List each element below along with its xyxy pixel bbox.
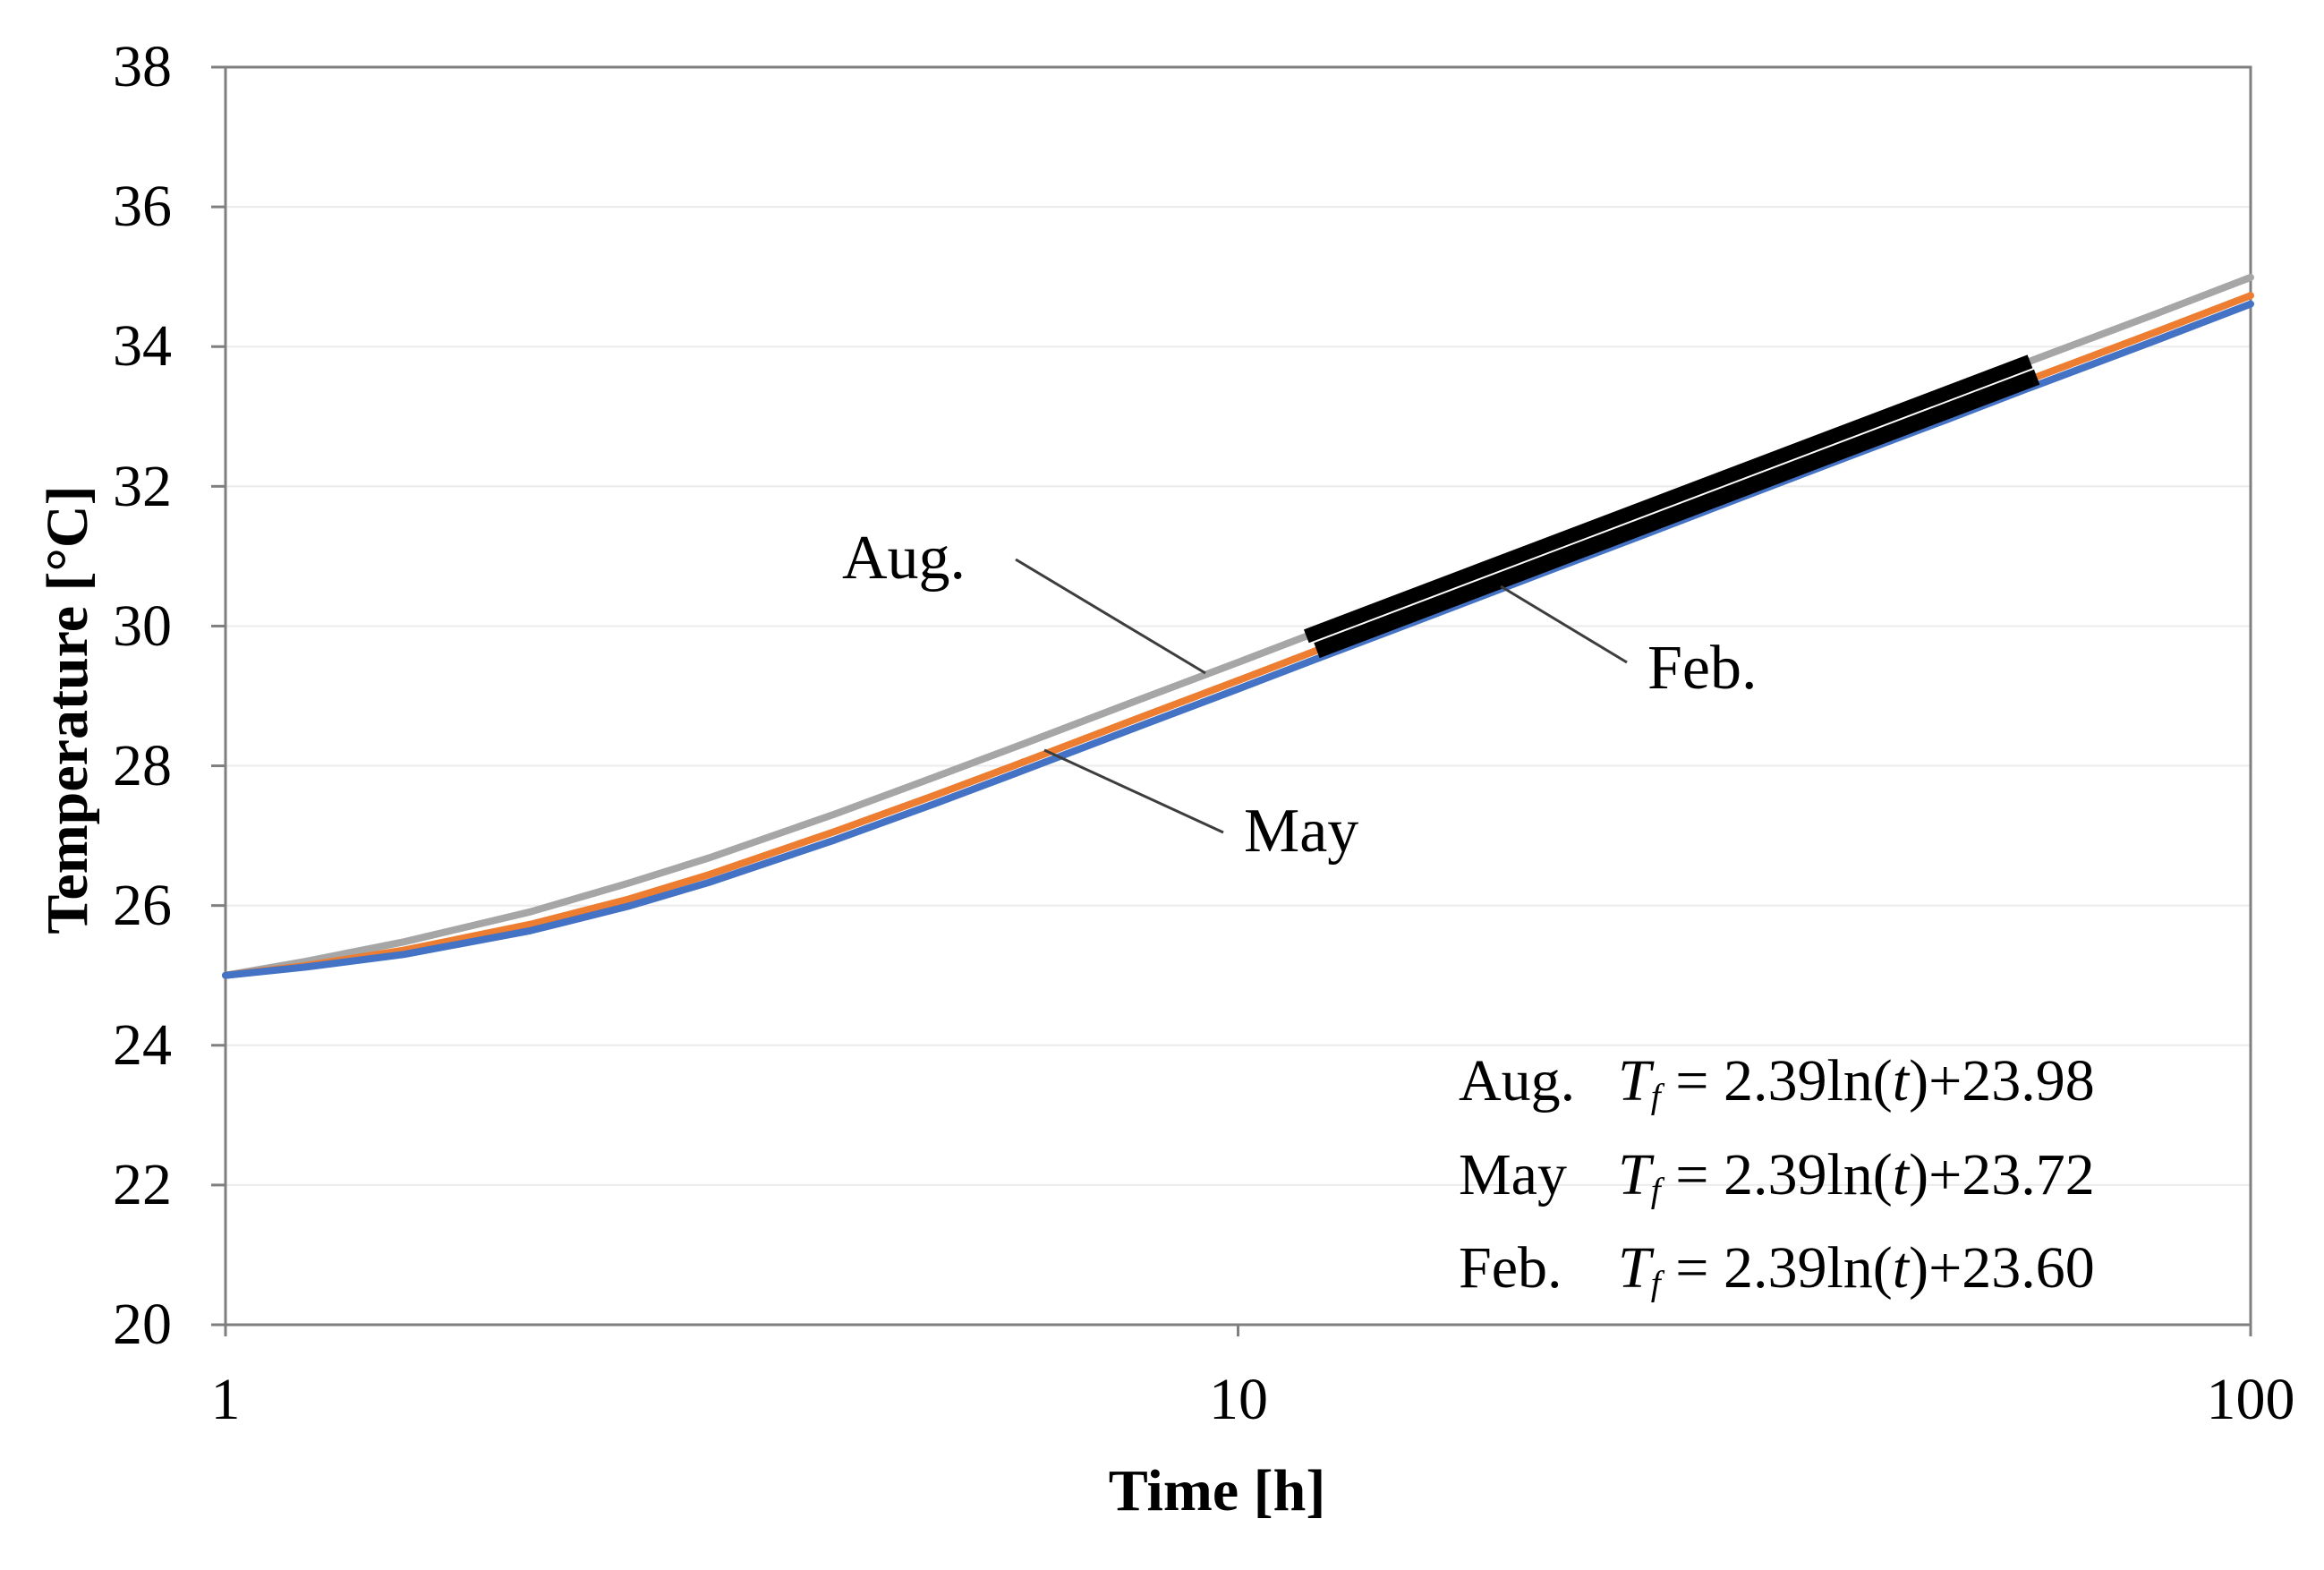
y-tick-label: 28 xyxy=(113,733,172,798)
fit-equation-feb: Feb. Tf = 2.39ln(t)+23.60 xyxy=(1459,1229,2095,1323)
y-tick-label: 38 xyxy=(113,34,172,99)
aug-fit-segment xyxy=(1303,354,2033,644)
equation-series-label: Aug. xyxy=(1459,1048,1576,1114)
may-feb-fit-segment xyxy=(1314,369,2040,659)
x-tick-label: 100 xyxy=(2206,1367,2295,1432)
equation-subscript: f xyxy=(1650,1170,1661,1210)
equation-variable-T: T xyxy=(1618,1235,1651,1301)
y-tick-label: 24 xyxy=(113,1012,172,1078)
equation-tail: )+23.98 xyxy=(1909,1048,2095,1114)
equation-subscript: f xyxy=(1650,1264,1661,1304)
equation-series-label: May xyxy=(1459,1141,1567,1207)
feb-leader-line xyxy=(1500,584,1628,664)
equation-subscript: f xyxy=(1650,1076,1661,1116)
y-tick-label: 30 xyxy=(113,593,172,659)
equation-variable-t: t xyxy=(1892,1141,1910,1207)
equation-variable-t: t xyxy=(1892,1048,1910,1114)
equation-series-label: Feb. xyxy=(1459,1235,1562,1301)
y-tick-label: 26 xyxy=(113,873,172,938)
x-axis-title: Time [h] xyxy=(1108,1458,1326,1523)
equation-body: = 2.39ln( xyxy=(1660,1048,1893,1114)
equation-variable-t: t xyxy=(1892,1235,1910,1301)
y-tick-label: 22 xyxy=(113,1152,172,1217)
equation-tail: )+23.60 xyxy=(1909,1235,2095,1301)
fit-equations-block: Aug. Tf = 2.39ln(t)+23.98 May Tf = 2.39ln(… xyxy=(1459,1042,2095,1323)
equation-variable-T: T xyxy=(1618,1141,1651,1207)
x-tick-label: 10 xyxy=(1209,1367,1268,1432)
y-tick-label: 32 xyxy=(113,454,172,519)
equation-body: = 2.39ln( xyxy=(1660,1141,1893,1207)
equation-body: = 2.39ln( xyxy=(1660,1235,1893,1301)
may-series-label: May xyxy=(1244,797,1359,866)
equation-tail: )+23.72 xyxy=(1909,1141,2095,1207)
feb-series-label: Feb. xyxy=(1647,634,1758,703)
aug-series-label: Aug. xyxy=(842,524,966,593)
y-tick-label: 36 xyxy=(113,174,172,239)
fit-equation-aug: Aug. Tf = 2.39ln(t)+23.98 xyxy=(1459,1042,2095,1136)
y-tick-label: 20 xyxy=(113,1292,172,1357)
y-tick-label: 34 xyxy=(113,313,172,379)
x-tick-label: 1 xyxy=(210,1367,241,1432)
fit-equation-may: May Tf = 2.39ln(t)+23.72 xyxy=(1459,1136,2095,1230)
aug-leader-line xyxy=(1015,558,1206,675)
may-leader-line xyxy=(1043,748,1224,834)
plot-border xyxy=(224,65,2252,1327)
y-axis-title: Temperature [°C] xyxy=(35,485,100,934)
equation-variable-T: T xyxy=(1618,1048,1651,1114)
